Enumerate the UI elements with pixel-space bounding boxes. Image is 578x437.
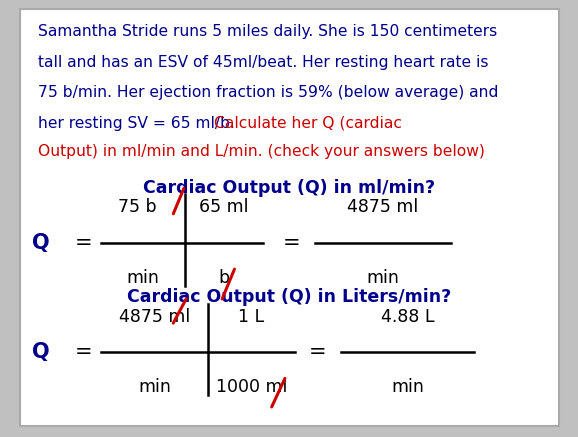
- Text: Cardiac Output (Q) in ml/min?: Cardiac Output (Q) in ml/min?: [143, 179, 435, 197]
- FancyBboxPatch shape: [20, 9, 559, 426]
- Text: min: min: [127, 269, 160, 287]
- Text: Q: Q: [32, 342, 49, 362]
- Text: b: b: [218, 269, 229, 287]
- Text: 75 b: 75 b: [118, 198, 157, 216]
- Text: Output) in ml/min and L/min. (check your answers below): Output) in ml/min and L/min. (check your…: [38, 144, 484, 159]
- Text: min: min: [138, 378, 171, 396]
- Text: her resting SV = 65 ml/b.: her resting SV = 65 ml/b.: [38, 116, 239, 131]
- Text: 65 ml: 65 ml: [199, 198, 249, 216]
- Text: 75 b/min. Her ejection fraction is 59% (below average) and: 75 b/min. Her ejection fraction is 59% (…: [38, 85, 498, 100]
- Text: Calculate her Q (cardiac: Calculate her Q (cardiac: [214, 116, 402, 131]
- Text: =: =: [283, 232, 301, 253]
- Text: min: min: [391, 378, 424, 396]
- Text: Q: Q: [32, 232, 49, 253]
- Text: =: =: [75, 342, 92, 362]
- Text: Samantha Stride runs 5 miles daily. She is 150 centimeters: Samantha Stride runs 5 miles daily. She …: [38, 24, 497, 39]
- Text: tall and has an ESV of 45ml/beat. Her resting heart rate is: tall and has an ESV of 45ml/beat. Her re…: [38, 55, 488, 69]
- Text: =: =: [309, 342, 327, 362]
- Text: 4875 ml: 4875 ml: [347, 198, 418, 216]
- Text: 1000 ml: 1000 ml: [216, 378, 287, 396]
- Text: =: =: [75, 232, 92, 253]
- Text: Cardiac Output (Q) in Liters/min?: Cardiac Output (Q) in Liters/min?: [127, 288, 451, 306]
- Text: 4875 ml: 4875 ml: [119, 308, 190, 326]
- Text: 1 L: 1 L: [238, 308, 265, 326]
- Text: min: min: [366, 269, 399, 287]
- Text: 4.88 L: 4.88 L: [381, 308, 434, 326]
